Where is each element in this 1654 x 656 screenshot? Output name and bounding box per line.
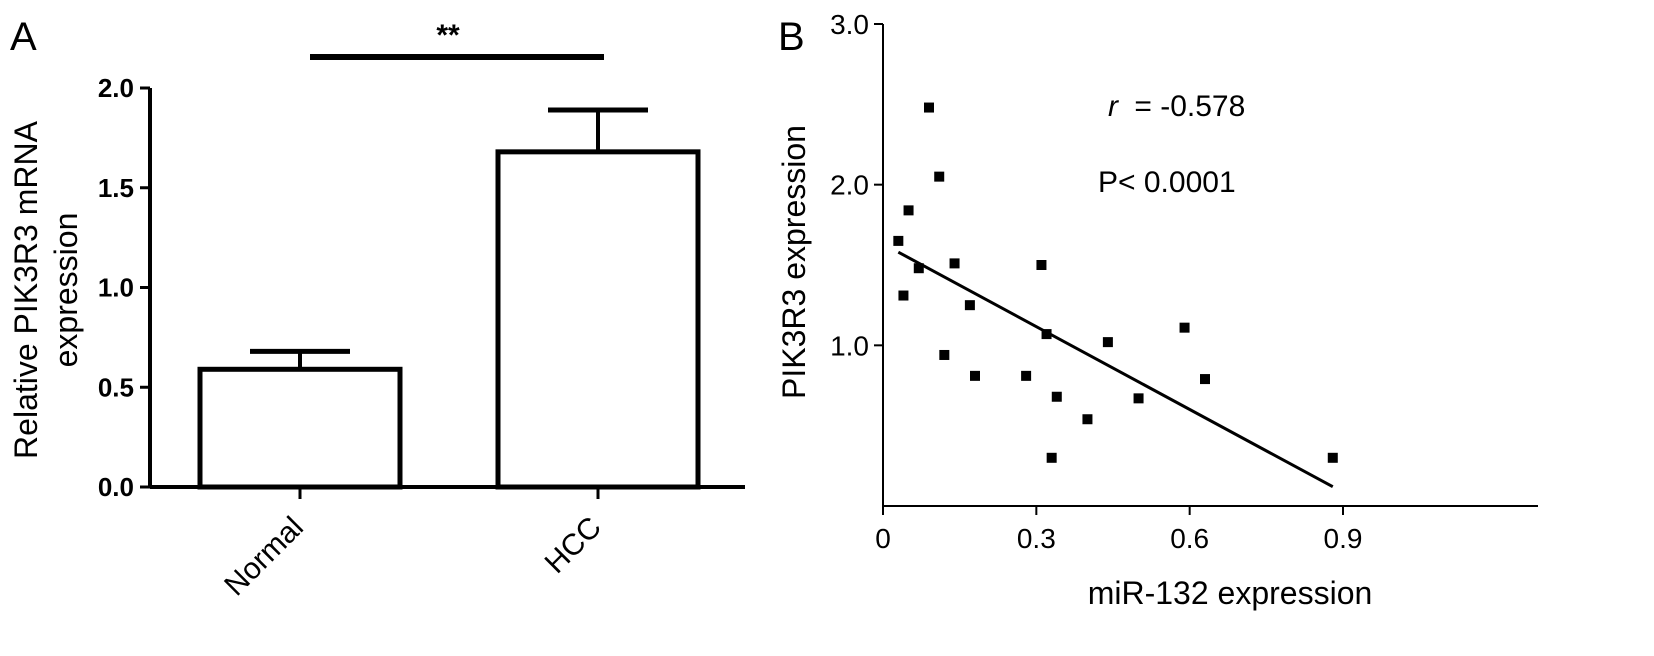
r-value: = -0.578: [1134, 90, 1245, 123]
panel-b-data-point: [1133, 393, 1144, 404]
panel-b-data-point: [1021, 370, 1032, 381]
panel-b-data-point: [1327, 452, 1338, 463]
panel-a-bar-chart: A Relative PIK3R3 mRNA expression 0.0 0.5…: [8, 15, 745, 602]
panel-b-data-point: [903, 205, 914, 216]
panel-b-annotations: r = -0.578 P< 0.0001: [1098, 90, 1245, 199]
panel-b-data-point: [1046, 452, 1057, 463]
svg-text:r = -0.578: r = -0.578: [1108, 90, 1245, 123]
panel-b-data-point: [1041, 329, 1052, 340]
panel-b-y-tick-label: 3.0: [830, 9, 869, 40]
panel-b-data-point: [964, 300, 975, 311]
panel-b-data-point: [1051, 391, 1062, 402]
panel-b-data-point: [1082, 414, 1093, 425]
panel-b-data-point: [893, 235, 904, 246]
panel-b-y-tick-label: 2.0: [830, 170, 869, 201]
panel-b-ylabel: PIK3R3 expression: [776, 125, 812, 399]
panel-b-data-point: [1200, 374, 1210, 385]
panel-b-points: [893, 102, 1338, 463]
panel-a-y-tick-label: 1.5: [98, 173, 134, 203]
panel-b-y-tick-label: 1.0: [830, 330, 869, 361]
panel-b-data-point: [1036, 260, 1047, 270]
panel-b-data-point: [1179, 322, 1190, 333]
panel-b-data-point: [970, 370, 980, 381]
panel-b-data-point: [898, 290, 909, 301]
panel-b-data-point: [913, 263, 924, 274]
panel-b-regression-line: [897, 250, 1334, 489]
panel-a-bar: [197, 366, 403, 490]
panel-b-x-tick-label: 0.9: [1324, 523, 1363, 554]
panel-a-significance: **: [310, 19, 604, 60]
r-symbol: r: [1108, 90, 1119, 123]
panel-a-category-label: Normal: [218, 511, 310, 603]
panel-b-letter: B: [778, 15, 805, 59]
panel-a-letter: A: [10, 15, 37, 59]
panel-b-x-tick-label: 0.3: [1017, 523, 1056, 554]
panel-b-scatter-chart: B PIK3R3 expression miR-132 expression 1…: [776, 9, 1538, 611]
p-value-text: P< 0.0001: [1098, 166, 1236, 199]
panel-b-xlabel: miR-132 expression: [1088, 575, 1373, 611]
panel-b-data-point: [939, 349, 950, 360]
panel-a-bar: [495, 149, 701, 490]
panel-b-data-point: [949, 258, 960, 269]
panel-a-ylabel-line1: Relative PIK3R3 mRNA: [8, 120, 44, 459]
panel-b-data-point: [934, 171, 945, 182]
panel-a-y-tick-label: 2.0: [98, 73, 134, 103]
panel-a-significance-label: **: [436, 19, 460, 52]
panel-b-fit-line: [897, 250, 1334, 489]
panel-b-data-point: [924, 102, 934, 113]
panel-a-category-label: HCC: [539, 511, 608, 580]
panel-b-x-tick-label: 0.6: [1170, 523, 1209, 554]
panel-b-x-tick-label: 0: [875, 523, 891, 554]
panel-b-axes: 1.0 2.0 3.0 0 0.3 0.6 0.9: [830, 9, 1538, 554]
panel-a-ylabel-line2: expression: [48, 213, 84, 368]
panel-a-y-tick-label: 0.5: [98, 372, 134, 402]
panel-a-y-tick-label: 0.0: [98, 472, 134, 502]
panel-b-data-point: [1102, 337, 1113, 348]
panel-a-bars: [197, 107, 701, 490]
panel-a-y-tick-label: 1.0: [98, 273, 134, 303]
